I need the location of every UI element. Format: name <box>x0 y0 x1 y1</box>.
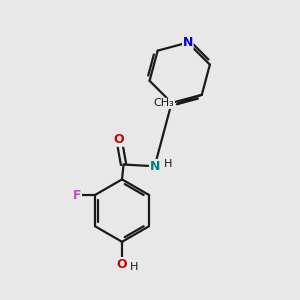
Text: N: N <box>183 36 193 49</box>
Text: F: F <box>73 188 81 202</box>
Text: O: O <box>114 133 124 146</box>
Text: H: H <box>164 159 172 169</box>
Text: N: N <box>149 160 160 172</box>
Text: H: H <box>130 262 138 272</box>
Text: CH₃: CH₃ <box>154 98 175 108</box>
Text: O: O <box>117 258 127 271</box>
